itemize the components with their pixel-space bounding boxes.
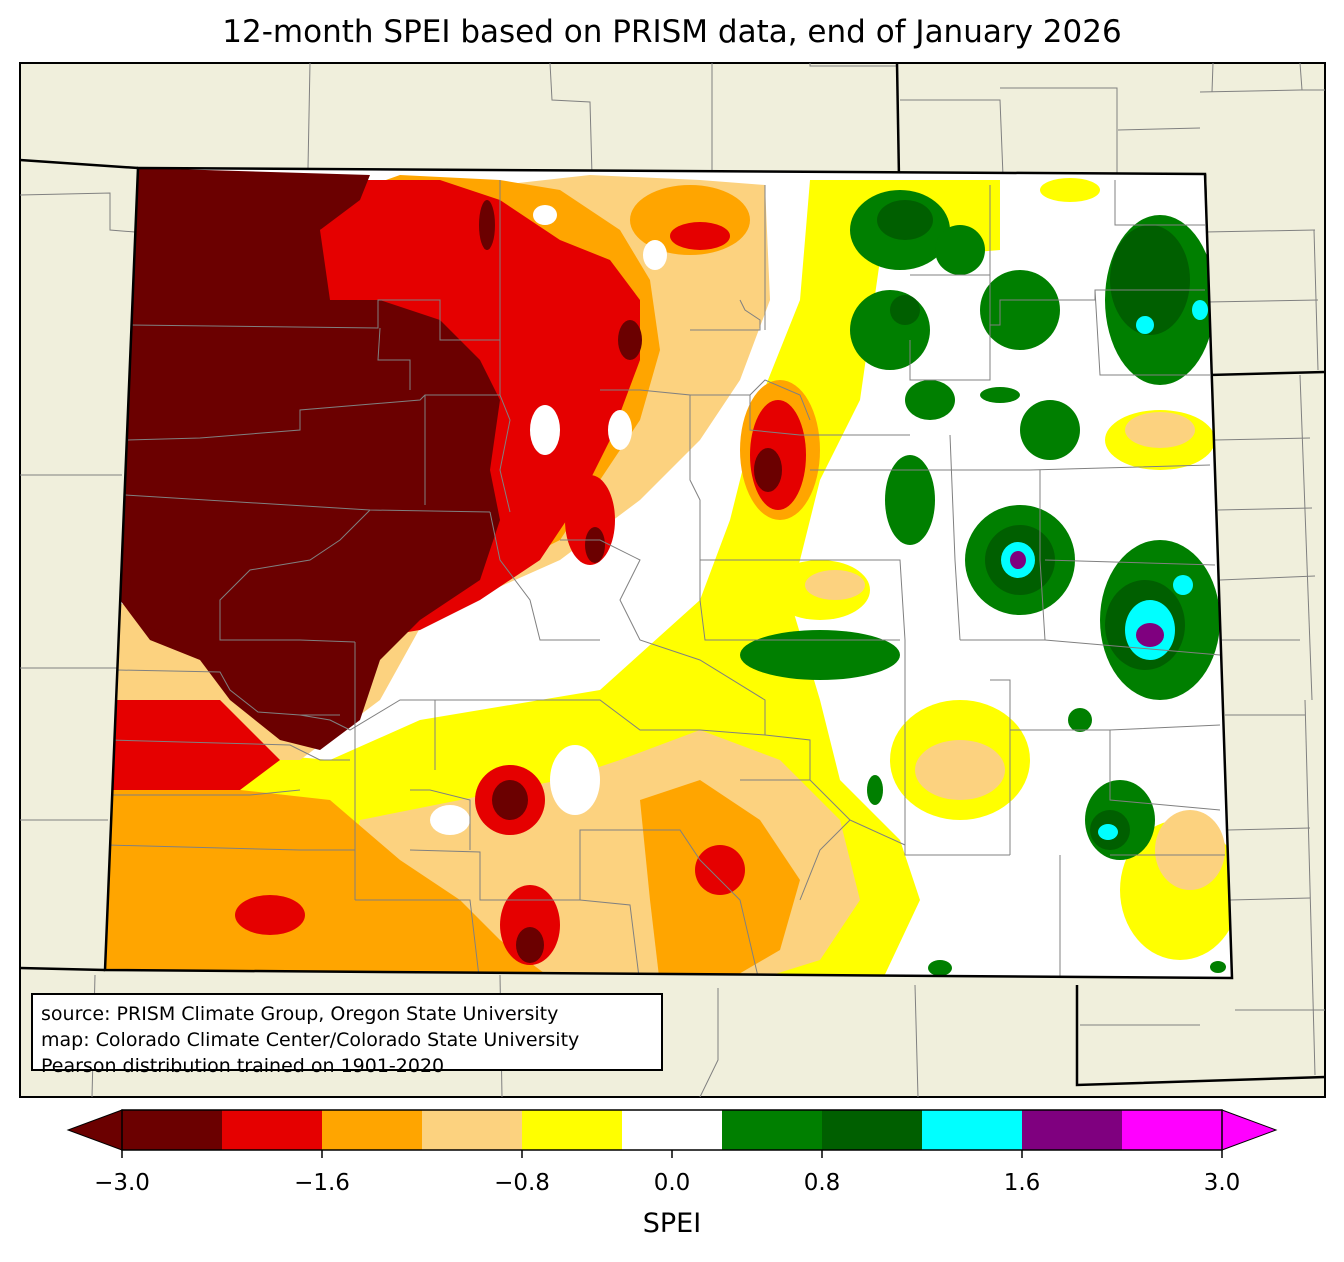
colorbar-bin	[1122, 1110, 1223, 1150]
source-line-2: map: Colorado Climate Center/Colorado St…	[41, 1029, 580, 1051]
county-lines	[105, 180, 1225, 978]
colorbar-bin	[522, 1110, 623, 1150]
source-line-1: source: PRISM Climate Group, Oregon Stat…	[41, 1003, 559, 1025]
colorbar-bins	[66, 1109, 1278, 1151]
neighbor-state-lines	[20, 63, 1325, 1097]
colorbar-bin	[622, 1110, 723, 1150]
colorbar-bin	[822, 1110, 923, 1150]
source-line-3: Pearson distribution trained on 1901-202…	[41, 1055, 445, 1077]
colorbar-bin	[322, 1110, 423, 1150]
colorbar-tick-label: 3.0	[1203, 1170, 1241, 1196]
colorbar-bin	[1022, 1110, 1123, 1150]
colorbar-label: SPEI	[642, 1208, 702, 1239]
map-title: 12-month SPEI based on PRISM data, end o…	[222, 14, 1122, 50]
spei-field	[105, 168, 1232, 978]
colorbar-bin	[722, 1110, 823, 1150]
colorbar-tick-label: 0.0	[653, 1170, 691, 1196]
colorbar-extend-low	[66, 1109, 123, 1151]
colorbar-tick-label: 1.6	[1003, 1170, 1041, 1196]
colorbar-tick-label: −0.8	[494, 1170, 550, 1196]
colorbar-bin	[222, 1110, 323, 1150]
colorbar-bin	[922, 1110, 1023, 1150]
colorbar-extend-high	[1221, 1109, 1278, 1151]
source-credit-box: source: PRISM Climate Group, Oregon Stat…	[31, 993, 663, 1077]
colorado-border	[103, 166, 1234, 980]
colorbar-tick-label: −1.6	[294, 1170, 350, 1196]
colorbar-tick-label: 0.8	[803, 1170, 841, 1196]
colorbar-tick-label: −3.0	[94, 1170, 150, 1196]
colorbar-bin	[422, 1110, 523, 1150]
colorbar-ticks	[121, 1150, 1223, 1158]
colorbar-bin	[122, 1110, 223, 1150]
